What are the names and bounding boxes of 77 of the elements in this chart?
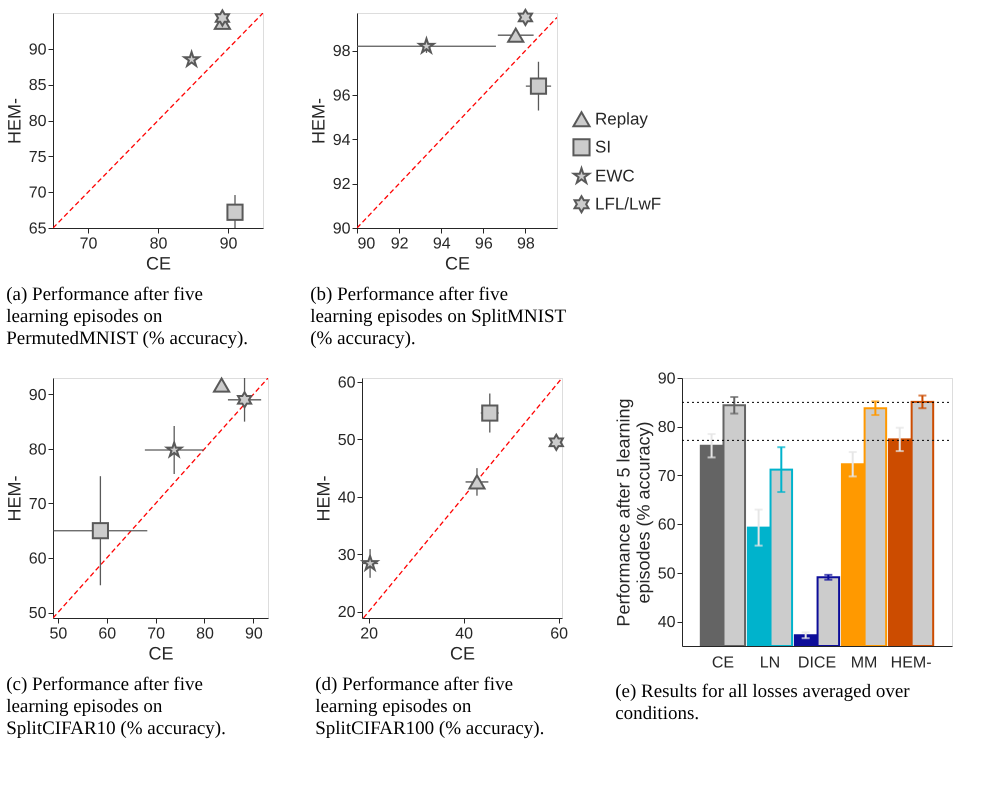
y-tick-label: 92	[332, 176, 351, 194]
y-tick-label: 80	[28, 441, 47, 458]
text: (a) Performance after five learning episodes on PermutedMNIST (% accuracy).	[6, 284, 248, 349]
x-tick-label: DICE	[798, 654, 836, 672]
point	[530, 78, 548, 95]
y-tick-label: 60	[338, 374, 356, 392]
x-tick-label: 60	[98, 626, 116, 642]
x-tick-label: 40	[455, 626, 474, 642]
y-tick-label: 70	[658, 468, 676, 485]
x-tick-label: 70	[80, 236, 98, 252]
y-axis-title: HEM-	[308, 98, 329, 144]
x-tick-label: 60	[550, 626, 568, 642]
point	[518, 8, 533, 26]
x-tick-label: HEM-	[890, 654, 932, 672]
point	[548, 434, 564, 451]
y-axis-title: HEM-	[4, 476, 25, 522]
y-tick-label: 98	[332, 43, 351, 60]
x-tick-label: 90	[244, 626, 263, 642]
y-tick-label: 96	[332, 88, 351, 105]
text: (e) Results for all losses averaged over conditions.	[615, 681, 910, 724]
x-tick-label: 92	[390, 236, 409, 252]
y-axis-title: Performance after 5 learning episodes (% accuracy)	[614, 398, 654, 627]
point	[92, 522, 109, 540]
point	[481, 404, 498, 422]
legend-label: Replay	[595, 109, 648, 128]
legend-label: LFL/LwF	[595, 194, 662, 214]
y-tick-label: 50	[338, 432, 356, 449]
point	[166, 441, 182, 458]
y-tick-label: 85	[28, 77, 47, 94]
y-tick-label: 40	[338, 489, 356, 506]
y-tick-label: 60	[28, 550, 47, 568]
text: (c) Performance after five learning episodes on SplitCIFAR10 (% accuracy).	[6, 674, 226, 739]
y-tick-label: 70	[28, 184, 47, 202]
y-tick-label: 80	[28, 113, 47, 130]
point	[226, 204, 244, 221]
x-tick-label: 90	[220, 236, 238, 252]
y-tick-label: 65	[28, 220, 47, 238]
text: (b) Performance after five learning episodes on SplitMNIST (% accuracy).	[310, 284, 567, 349]
x-tick-label: 80	[196, 626, 214, 642]
point	[236, 391, 252, 408]
x-tick-label: 96	[474, 236, 493, 252]
legend-label: EWC	[595, 166, 635, 186]
x-tick-label: 50	[49, 626, 68, 642]
y-tick-label: 70	[28, 496, 47, 513]
legend-label: SI	[595, 137, 612, 156]
y-axis-title: HEM-	[4, 98, 25, 144]
y-tick-label: 94	[332, 132, 351, 149]
y-tick-label: 30	[338, 546, 356, 564]
x-tick-label: 90	[358, 236, 376, 252]
x-tick-label: 94	[432, 236, 451, 252]
y-tick-label: 40	[658, 614, 676, 632]
text: (d) Performance after five learning episodes on SplitCIFAR100 (% accuracy).	[315, 674, 544, 739]
y-tick-label: 50	[658, 565, 676, 582]
y-tick-label: 90	[332, 220, 351, 238]
point	[507, 28, 524, 43]
point	[214, 9, 230, 27]
y-tick-label: 60	[658, 516, 676, 534]
x-axis-title: CE	[444, 254, 470, 274]
y-tick-label: 80	[658, 419, 676, 436]
point	[212, 378, 230, 393]
point	[362, 554, 378, 571]
x-axis-title: CE	[146, 254, 172, 274]
y-tick-label: 50	[28, 605, 47, 622]
y-tick-label: 90	[28, 386, 47, 404]
y-tick-label: 90	[658, 370, 676, 388]
x-tick-label: CE	[712, 654, 734, 672]
point	[468, 474, 486, 490]
y-tick-label: 75	[28, 148, 47, 166]
x-tick-label: MM	[850, 654, 878, 672]
x-tick-label: 20	[360, 626, 378, 642]
x-tick-label: 98	[517, 236, 535, 252]
y-axis-title: HEM-	[314, 476, 334, 522]
y-tick-label: 90	[28, 41, 47, 58]
x-tick-label: 80	[150, 236, 168, 252]
x-tick-label: LN	[760, 654, 780, 672]
x-tick-label: 70	[147, 626, 166, 642]
y-tick-label: 20	[338, 604, 356, 622]
